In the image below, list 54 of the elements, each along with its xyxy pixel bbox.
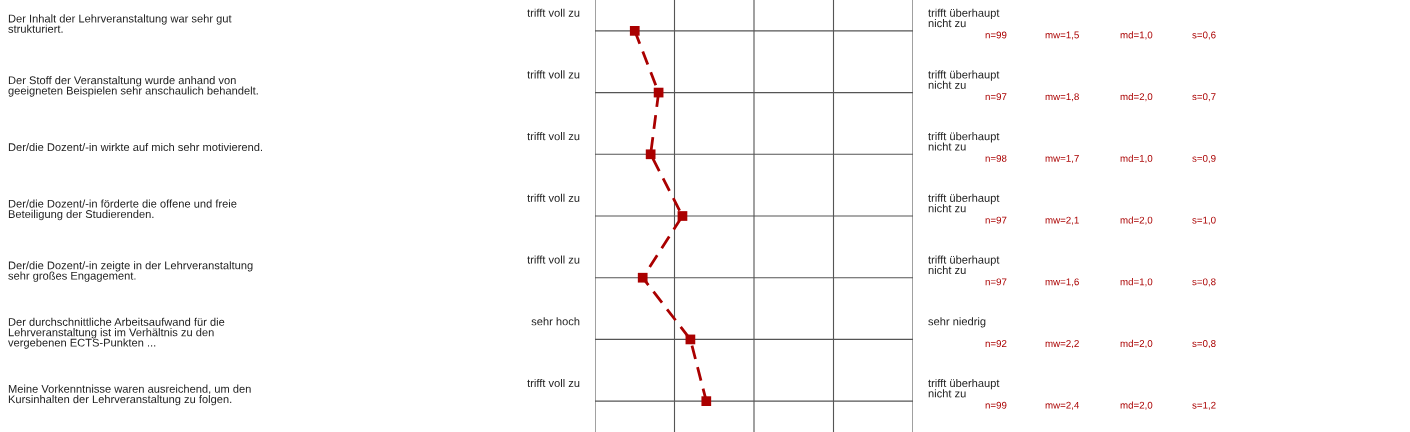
text: md=2,0: [1120, 401, 1153, 410]
text: trifft überhaupt nicht zu: [928, 378, 1000, 398]
text: s=1,0: [1192, 216, 1216, 225]
text: s=0,8: [1192, 340, 1216, 349]
text: s=0,9: [1192, 154, 1216, 163]
point: [677, 211, 688, 221]
y-tick-label: Der durchschnittliche Arbeitsaufwand für die Lehrveranstaltung ist im Verhältnis zu den vergebenen ECTS-Punkten ...: [8, 317, 225, 349]
data-label: mw=1,7: [1045, 155, 1079, 163]
text: sehr hoch: [531, 317, 580, 326]
text: md=1,0: [1120, 154, 1153, 163]
text: md=2,0: [1120, 339, 1153, 349]
point: [701, 396, 712, 406]
text: trifft überhaupt nicht zu: [928, 132, 1000, 151]
y-tick-label: Der/die Dozent/-in förderte die offene und freie Beteiligung der Studierenden.: [8, 199, 237, 221]
y-tick-label: Meine Vorkenntnisse waren ausreichend, um den Kursinhalten der Lehrveranstaltung zu folgen.: [8, 384, 251, 406]
text: s=0,8: [1192, 278, 1216, 287]
y-tick-label: Der Inhalt der Lehrveranstaltung war sehr gut strukturiert.: [8, 14, 232, 33]
data-label: mw=2,2: [1045, 340, 1079, 349]
text: n=92: [985, 340, 1007, 347]
y-tick-label: Der Stoff der Veranstaltung wurde anhand von geeigneten Beispielen sehr anschaulich behandelt.: [8, 76, 258, 97]
text: md=1,0: [1120, 31, 1153, 40]
text: md=2,0: [1120, 92, 1153, 102]
text: n=97: [985, 216, 1007, 224]
text: n=99: [985, 401, 1007, 409]
text: n=97: [985, 93, 1007, 101]
text: trifft voll zu: [527, 255, 580, 264]
text: n=98: [985, 154, 1007, 162]
text: s=1,2: [1192, 401, 1216, 410]
text: trifft überhaupt nicht zu: [928, 8, 1000, 28]
text: n=99: [985, 31, 1007, 39]
text: trifft überhaupt nicht zu: [928, 255, 1000, 275]
text: trifft überhaupt nicht zu: [928, 193, 1000, 213]
data-label: mw=1,5: [1045, 31, 1079, 40]
text: s=0,6: [1192, 31, 1216, 40]
data-label: mw=1,8: [1045, 93, 1079, 102]
point: [645, 149, 656, 160]
text: md=2,0: [1120, 216, 1153, 225]
y-tick-label: Der/die Dozent/-in wirkte auf mich sehr motivierend.: [8, 142, 263, 152]
data-label: mw=2,1: [1045, 216, 1079, 225]
text: trifft überhaupt nicht zu: [928, 70, 1000, 89]
point: [629, 26, 640, 36]
text: s=0,7: [1192, 93, 1216, 102]
text: n=97: [985, 278, 1007, 286]
text: trifft voll zu: [527, 132, 580, 141]
data-label: mw=1,6: [1045, 278, 1079, 287]
text: md=1,0: [1120, 278, 1153, 287]
text: sehr niedrig: [928, 317, 986, 328]
data-label: mw=2,4: [1045, 401, 1080, 410]
text: trifft voll zu: [527, 193, 580, 202]
point: [637, 272, 648, 283]
y-tick-label: Der/die Dozent/-in zeigte in der Lehrveranstaltung sehr großes Engagement.: [8, 261, 253, 282]
text: trifft voll zu: [527, 378, 580, 388]
text: trifft voll zu: [527, 8, 580, 17]
text: trifft voll zu: [527, 70, 580, 79]
